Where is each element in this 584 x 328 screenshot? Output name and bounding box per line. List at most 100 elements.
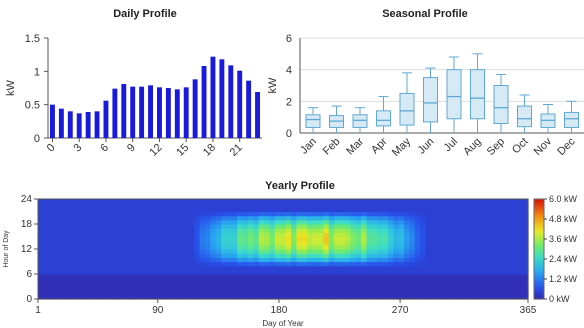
yearly-heat-cell [474,219,481,225]
yearly-heat-cell [248,224,254,229]
yearly-heat-cell [414,282,421,288]
yearly-heat-cell [59,282,66,288]
yearly-heat-cell [484,224,491,229]
yearly-heat-cell [328,257,335,263]
yearly-heat-cell [280,211,287,217]
colorbar-segment [534,286,544,290]
yearly-heat-cell [248,219,254,225]
yearly-heat-cell [269,211,276,217]
yearly-heat-cell [355,244,362,250]
yearly-y-tick-label: 24 [21,194,33,205]
yearly-heat-cell [38,211,44,217]
yearly-heat-cell [479,207,486,213]
yearly-heat-cell [199,199,206,204]
yearly-heat-cell [420,232,427,238]
yearly-heat-cell [393,215,400,221]
yearly-heat-cell [334,207,341,213]
yearly-heat-cell [86,282,93,288]
yearly-heat-cell [215,257,222,263]
yearly-heat-cell [151,207,158,213]
yearly-heat-cell [172,278,179,283]
yearly-heat-cell [393,228,400,233]
yearly-heat-cell [447,232,454,238]
yearly-heat-cell [506,236,513,242]
yearly-x-tick-label: 1 [35,305,41,316]
yearly-heat-cell [97,215,104,221]
colorbar-segment [534,266,544,270]
yearly-heat-cell [447,253,454,258]
yearly-heat-cell [501,199,508,204]
yearly-heat-cell [296,253,303,258]
yearly-heat-cell [151,253,158,258]
yearly-heat-cell [113,269,120,275]
colorbar-segment [534,246,544,250]
yearly-heat-cell [54,224,61,229]
yearly-heat-cell [64,207,71,213]
yearly-heat-cell [188,249,195,254]
yearly-heat-cell [59,294,66,300]
yearly-heat-cell [484,269,491,275]
yearly-heat-cell [183,232,190,238]
yearly-heat-cell [81,244,88,250]
yearly-heat-cell [237,211,244,217]
yearly-heat-cell [490,274,497,279]
colorbar-segment [534,211,544,215]
yearly-heat-cell [108,215,114,221]
yearly-heat-cell [86,211,93,217]
yearly-heat-cell [140,265,147,271]
yearly-heat-cell [522,286,529,292]
yearly-heat-cell [86,236,93,242]
yearly-heat-cell [495,240,502,246]
yearly-heat-cell [145,249,152,254]
yearly-heat-cell [285,224,292,229]
yearly-heat-cell [517,207,524,213]
yearly-heat-cell [441,199,448,204]
yearly-heat-cell [463,207,470,213]
yearly-heat-cell [188,203,195,208]
yearly-heat-cell [183,265,190,271]
yearly-heat-cell [70,207,77,213]
yearly-heat-cell [48,236,55,242]
yearly-heat-cell [517,294,524,300]
yearly-heat-cell [59,224,66,229]
yearly-heat-cell [221,286,228,292]
yearly-heat-cell [253,236,260,242]
yearly-heat-cell [388,203,394,208]
yearly-heat-cell [258,282,265,288]
yearly-heat-cell [167,244,174,250]
daily-bar [237,70,243,138]
yearly-heat-cell [140,294,147,300]
yearly-heat-cell [124,265,131,271]
yearly-heat-cell [199,232,206,238]
yearly-heat-cell [339,211,346,217]
yearly-heat-cell [409,199,416,204]
yearly-heat-cell [221,265,228,271]
colorbar-segment [534,206,544,210]
yearly-heat-cell [393,207,400,213]
yearly-heat-cell [474,240,481,246]
yearly-heat-cell [452,236,459,242]
yearly-heat-cell [307,244,314,250]
yearly-heat-cell [377,228,384,233]
yearly-heat-cell [86,224,93,229]
yearly-heat-cell [382,240,389,246]
seasonal-box [399,92,415,126]
yearly-heat-cell [388,244,394,250]
yearly-heat-cell [420,282,427,288]
yearly-heat-cell [140,278,147,283]
yearly-heat-cell [474,207,481,213]
yearly-heat-cell [48,274,55,279]
yearly-heat-cell [420,236,427,242]
yearly-heat-cell [194,219,201,225]
yearly-heat-cell [204,219,211,225]
yearly-heat-cell [318,228,324,233]
yearly-heat-cell [134,278,141,283]
yearly-heat-cell [425,265,432,271]
yearly-heat-cell [447,249,454,254]
yearly-heat-cell [414,261,421,267]
yearly-heat-cell [269,265,276,271]
yearly-heat-cell [64,269,71,275]
yearly-heat-cell [91,265,98,271]
yearly-heat-cell [301,261,308,267]
yearly-heat-cell [167,232,174,238]
